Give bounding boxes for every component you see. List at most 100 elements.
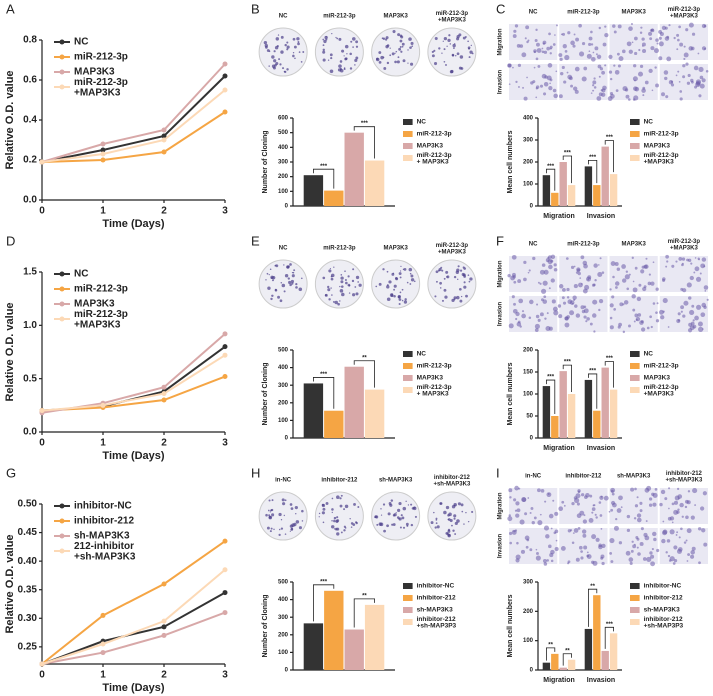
cell (618, 56, 624, 62)
colony (405, 500, 407, 503)
cell (650, 554, 655, 559)
colony (435, 517, 438, 520)
legend-swatch (403, 375, 413, 381)
cell (513, 498, 517, 502)
colony (331, 511, 333, 514)
colony (352, 37, 356, 41)
bar (324, 590, 344, 670)
cell (573, 265, 576, 268)
x-tick-label: 0 (39, 438, 45, 449)
colony (322, 50, 326, 54)
colony (269, 511, 271, 513)
colony (330, 275, 333, 278)
colony (289, 263, 292, 266)
legend-label: NC (644, 119, 654, 126)
bar (601, 367, 609, 438)
data-point (161, 391, 167, 397)
cell (617, 325, 621, 329)
colony (284, 274, 289, 278)
colony (407, 62, 409, 64)
cell (543, 269, 549, 275)
cell (658, 56, 663, 61)
colony (352, 293, 356, 297)
cell (553, 263, 557, 267)
cell (533, 50, 536, 54)
plate (371, 27, 421, 77)
colony (397, 295, 401, 299)
colony (328, 269, 332, 273)
cell (524, 37, 527, 40)
cell (547, 256, 550, 259)
cell (614, 70, 620, 75)
cell (515, 554, 521, 560)
colony (349, 517, 351, 520)
cell (529, 299, 534, 305)
significance-bracket (604, 361, 614, 388)
colony (348, 284, 351, 287)
colony (406, 281, 409, 284)
colony (463, 523, 465, 525)
colony (327, 285, 330, 289)
cell (573, 299, 576, 302)
bar (584, 379, 593, 438)
bar (567, 185, 576, 206)
y-tick-label: 100 (523, 638, 534, 644)
cell (517, 320, 521, 324)
colony (395, 512, 397, 514)
cell (582, 260, 588, 266)
cell (622, 86, 628, 92)
colony (445, 505, 450, 510)
cell (628, 557, 634, 562)
bar (559, 371, 567, 438)
colony (322, 38, 325, 41)
cell (594, 279, 597, 282)
bar (542, 386, 551, 438)
cell (564, 54, 570, 61)
y-tick-label: 0.2 (23, 155, 37, 166)
cell (515, 501, 520, 506)
cell (552, 499, 555, 502)
cell (671, 521, 674, 524)
bar (303, 175, 324, 206)
colony (332, 300, 335, 303)
cell (645, 257, 648, 260)
cell (699, 272, 702, 275)
cell (651, 547, 654, 551)
cell (530, 81, 534, 85)
cell (658, 36, 662, 40)
colony (292, 37, 296, 41)
bar (593, 410, 601, 438)
panel-label: C (496, 1, 505, 16)
colony (446, 45, 448, 47)
cell (682, 314, 686, 318)
cell (570, 84, 573, 88)
cell (667, 554, 671, 558)
y-tick-label: 400 (523, 116, 534, 122)
colony (275, 61, 279, 66)
cell (558, 506, 564, 512)
legend-swatch (630, 387, 640, 393)
colony (331, 520, 333, 522)
cell (536, 551, 539, 555)
cell (655, 319, 660, 323)
bar (601, 650, 609, 670)
cell (509, 541, 513, 545)
colony (441, 299, 444, 302)
cell (609, 538, 615, 544)
significance-label: *** (564, 151, 572, 157)
legend-label: miR-212-3p (74, 52, 128, 63)
cell (577, 526, 581, 530)
cell (679, 97, 683, 101)
cell (542, 558, 547, 563)
cell (639, 320, 644, 325)
image-label: in-NC (275, 478, 292, 484)
cell (677, 38, 680, 42)
colony (431, 50, 434, 54)
colony (414, 515, 418, 518)
colony (283, 264, 285, 266)
cell (701, 257, 707, 262)
colony (322, 44, 325, 47)
significance-bracket (313, 168, 335, 189)
x-tick-label: Invasion (587, 213, 615, 220)
cell (638, 48, 641, 52)
